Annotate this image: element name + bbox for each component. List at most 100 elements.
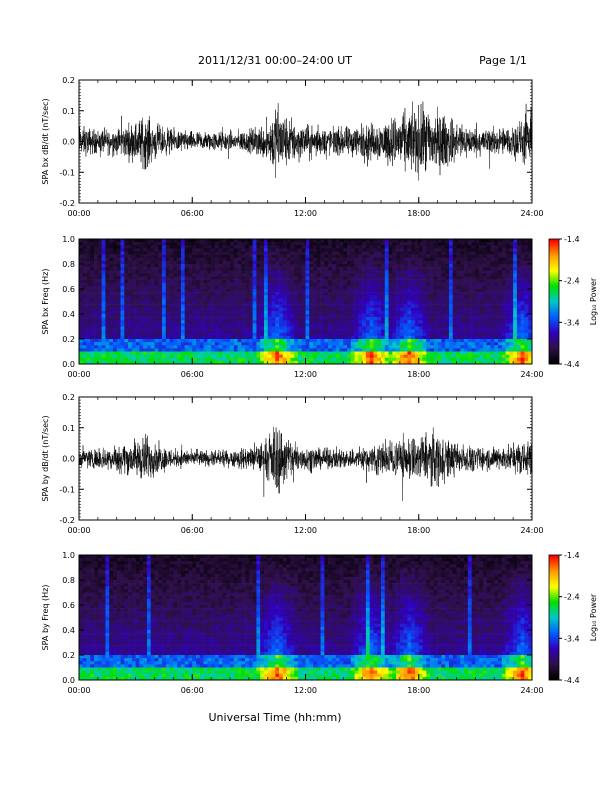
heatmap-cell [158, 295, 163, 299]
heatmap-cell [354, 301, 359, 305]
heatmap-cell [464, 323, 469, 327]
heatmap-cell [513, 242, 518, 246]
heatmap-cell [139, 339, 144, 343]
heatmap-cell [381, 345, 386, 349]
heatmap-cell [218, 270, 223, 274]
heatmap-cell [135, 282, 140, 287]
heatmap-cell [214, 282, 219, 287]
heatmap-cell [362, 248, 367, 252]
heatmap-cell [120, 298, 125, 302]
heatmap-cell [399, 357, 404, 362]
heatmap-cell [403, 257, 408, 262]
heatmap-cell [158, 254, 163, 259]
heatmap-cell [516, 317, 521, 321]
heatmap-cell [452, 289, 457, 293]
heatmap-cell [467, 354, 472, 359]
heatmap-cell [354, 310, 359, 315]
heatmap-cell [452, 248, 457, 252]
heatmap-cell [267, 345, 272, 349]
heatmap-cell [362, 285, 367, 290]
heatmap-cell [230, 304, 235, 309]
heatmap-cell [162, 332, 167, 337]
heatmap-cell [282, 254, 287, 259]
heatmap-cell [271, 248, 276, 252]
heatmap-cell [452, 298, 457, 302]
heatmap-cell [199, 285, 204, 290]
heatmap-cell [384, 332, 389, 337]
heatmap-cell [301, 270, 306, 274]
heatmap-cell [180, 348, 186, 352]
heatmap-cell [226, 354, 231, 359]
heatmap-cell [150, 273, 155, 277]
heatmap-cell [396, 317, 401, 321]
heatmap-cell [79, 323, 84, 327]
heatmap-cell [309, 282, 314, 287]
heatmap-cell [241, 314, 246, 318]
heatmap-cell [301, 307, 306, 312]
heatmap-cell [256, 273, 261, 277]
heatmap-cell [297, 251, 303, 255]
heatmap-cell [486, 357, 491, 362]
heatmap-cell [256, 282, 261, 287]
heatmap-cell [407, 276, 412, 280]
heatmap-cell [505, 348, 510, 352]
heatmap-cell [452, 348, 457, 352]
heatmap-cell [192, 339, 197, 343]
heatmap-cell [139, 270, 144, 274]
heatmap-cell [448, 314, 454, 318]
heatmap-cell [441, 267, 446, 271]
heatmap-cell [150, 254, 155, 259]
heatmap-cell [471, 282, 476, 287]
heatmap-cell [275, 285, 280, 290]
heatmap-cell [105, 360, 110, 365]
heatmap-cell [252, 276, 257, 280]
heatmap-cell [165, 301, 170, 305]
heatmap-cell [90, 292, 95, 296]
heatmap-cell [101, 345, 106, 349]
heatmap-cell [403, 239, 408, 243]
heatmap-cell [128, 292, 133, 296]
heatmap-cell [230, 339, 235, 343]
heatmap-cell [128, 279, 133, 284]
heatmap-cell [396, 335, 401, 340]
heatmap-cell [509, 257, 514, 262]
heatmap-cell [520, 301, 525, 305]
heatmap-cell [335, 273, 340, 277]
heatmap-cell [381, 354, 386, 359]
heatmap-cell [528, 348, 533, 352]
heatmap-cell [513, 282, 518, 287]
heatmap-cell [460, 310, 465, 315]
heatmap-cell [207, 279, 212, 284]
heatmap-cell [452, 254, 457, 259]
heatmap-cell [347, 251, 352, 255]
heatmap-cell [252, 345, 257, 349]
heatmap-cell [286, 279, 291, 284]
heatmap-cell [97, 354, 102, 359]
heatmap-cell [369, 285, 374, 290]
heatmap-cell [467, 254, 472, 259]
heatmap-cell [403, 254, 408, 259]
heatmap-cell [105, 251, 110, 255]
heatmap-cell [430, 357, 435, 362]
heatmap-cell [267, 239, 272, 243]
heatmap-cell [188, 326, 193, 330]
heatmap-cell [275, 279, 280, 284]
heatmap-cell [520, 310, 525, 315]
heatmap-cell [350, 320, 355, 324]
heatmap-cell [324, 257, 329, 262]
heatmap-cell [267, 332, 272, 337]
heatmap-cell [124, 279, 129, 284]
heatmap-cell [388, 245, 393, 249]
heatmap-cell [362, 267, 367, 271]
heatmap-cell [101, 254, 106, 259]
heatmap-cell [275, 304, 280, 309]
heatmap-cell [528, 360, 533, 365]
heatmap-cell [286, 254, 291, 259]
heatmap-cell [294, 326, 299, 330]
heatmap-cell [479, 351, 484, 355]
heatmap-cell [128, 276, 133, 280]
heatmap-cell [222, 317, 227, 321]
heatmap-cell [116, 310, 121, 315]
heatmap-cell [207, 339, 212, 343]
heatmap-cell [494, 273, 499, 277]
